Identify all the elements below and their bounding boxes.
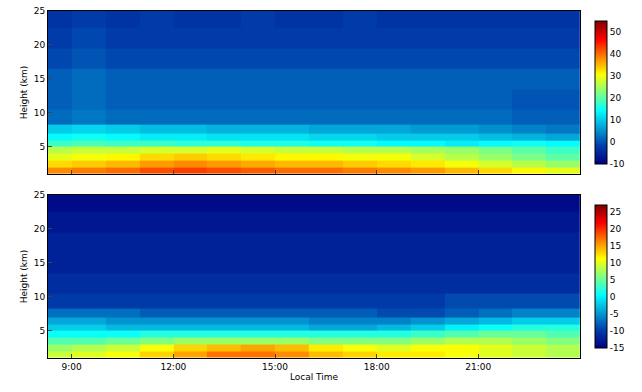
svg-text:10: 10	[34, 292, 46, 302]
svg-text:9:00: 9:00	[62, 362, 82, 372]
svg-text:-5: -5	[610, 309, 619, 319]
svg-text:18:00: 18:00	[364, 362, 390, 372]
svg-text:10: 10	[610, 258, 622, 268]
svg-text:20: 20	[34, 224, 46, 234]
svg-text:5: 5	[39, 142, 45, 152]
svg-text:Height (km): Height (km)	[19, 66, 29, 120]
svg-text:10: 10	[610, 115, 622, 125]
svg-text:40: 40	[610, 49, 622, 59]
svg-text:5: 5	[610, 275, 616, 285]
svg-text:0: 0	[610, 137, 616, 147]
svg-text:15: 15	[610, 241, 621, 251]
svg-text:30: 30	[610, 71, 622, 81]
svg-text:15: 15	[34, 74, 45, 84]
svg-text:15:00: 15:00	[262, 362, 288, 372]
svg-text:Height (km): Height (km)	[19, 250, 29, 304]
svg-text:-10: -10	[610, 159, 625, 169]
svg-text:-10: -10	[610, 326, 625, 336]
svg-text:Local Time: Local Time	[290, 372, 339, 382]
svg-text:20: 20	[610, 224, 622, 234]
svg-text:5: 5	[39, 326, 45, 336]
svg-text:0: 0	[610, 292, 616, 302]
svg-text:-15: -15	[610, 343, 625, 353]
svg-text:21:00: 21:00	[465, 362, 491, 372]
svg-text:10: 10	[34, 108, 46, 118]
svg-text:25: 25	[34, 190, 45, 200]
svg-text:15: 15	[34, 258, 45, 268]
svg-text:20: 20	[610, 93, 622, 103]
svg-text:20: 20	[34, 40, 46, 50]
svg-text:50: 50	[610, 27, 622, 37]
svg-text:25: 25	[610, 207, 621, 217]
svg-text:25: 25	[34, 6, 45, 16]
svg-text:12:00: 12:00	[160, 362, 186, 372]
